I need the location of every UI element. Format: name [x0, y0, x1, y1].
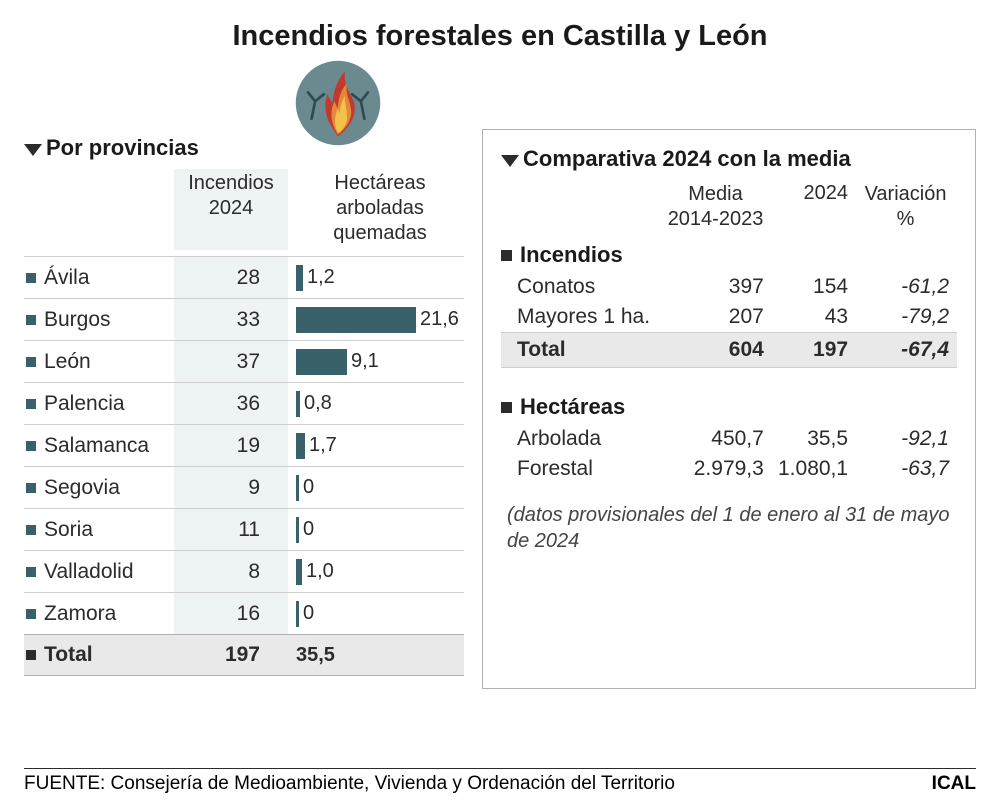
hectareas-value: 1,7 — [309, 434, 337, 457]
square-bullet-icon — [26, 273, 36, 283]
row-label: Forestal — [501, 457, 654, 481]
bar — [296, 433, 305, 459]
bar — [296, 601, 299, 627]
provinces-panel: Por provincias Incendios 2024 Hectáreas … — [24, 73, 464, 689]
hectareas-value: 0,8 — [304, 392, 332, 415]
table-row: Arbolada450,735,5-92,1 — [501, 424, 957, 454]
hectareas-value: 0 — [303, 602, 314, 625]
footer: FUENTE: Consejería de Medioambiente, Viv… — [24, 768, 976, 795]
triangle-down-icon — [501, 155, 519, 167]
source-text: FUENTE: Consejería de Medioambiente, Viv… — [24, 773, 675, 795]
hectareas-value: 0 — [303, 518, 314, 541]
bar — [296, 517, 299, 543]
province-name: Ávila — [44, 266, 90, 289]
provinces-column-header: Incendios 2024 Hectáreas arboladas quema… — [24, 169, 464, 256]
total-incendios: 197 — [174, 635, 288, 675]
comparison-panel: Comparativa 2024 con la media Media2014-… — [482, 129, 976, 689]
incendios-value: 19 — [174, 425, 288, 466]
provinces-heading: Por provincias — [24, 135, 464, 161]
row-label: Conatos — [501, 275, 654, 299]
square-bullet-icon — [26, 567, 36, 577]
province-name: Salamanca — [44, 434, 149, 457]
provisional-note: (datos provisionales del 1 de enero al 3… — [501, 502, 957, 554]
table-row: Zamora 16 0 — [24, 592, 464, 634]
square-bullet-icon — [26, 609, 36, 619]
table-row: Soria 11 0 — [24, 508, 464, 550]
province-name: Palencia — [44, 392, 125, 415]
table-row: Conatos397154-61,2 — [501, 272, 957, 302]
incendios-value: 28 — [174, 257, 288, 298]
group-incendios: Incendios — [501, 242, 957, 268]
total-hectareas: 35,5 — [296, 644, 335, 667]
hectareas-value: 1,2 — [307, 266, 335, 289]
table-row: Salamanca 19 1,7 — [24, 424, 464, 466]
table-row: Valladolid 8 1,0 — [24, 550, 464, 592]
media-value: 2.979,3 — [654, 457, 778, 481]
table-row: Palencia 36 0,8 — [24, 382, 464, 424]
comparison-heading: Comparativa 2024 con la media — [501, 146, 957, 172]
provinces-total-row: Total 197 35,5 — [24, 634, 464, 676]
table-row: Segovia 90 — [24, 466, 464, 508]
page-title: Incendios forestales en Castilla y León — [24, 20, 976, 53]
fire-icon — [294, 59, 382, 152]
square-bullet-icon — [501, 250, 512, 261]
row-label: Arbolada — [501, 427, 654, 451]
comparison-column-header: Media2014-2023 2024 Variación% — [501, 182, 957, 232]
incendios-value: 33 — [174, 299, 288, 340]
media-value: 207 — [654, 305, 778, 329]
credit-text: ICAL — [932, 773, 976, 795]
table-row: Forestal2.979,31.080,1-63,7 — [501, 454, 957, 484]
table-row: Burgos 33 21,6 — [24, 298, 464, 340]
bar — [296, 391, 300, 417]
square-bullet-icon — [26, 483, 36, 493]
province-name: Valladolid — [44, 560, 134, 583]
square-bullet-icon — [501, 402, 512, 413]
variation-value: -79,2 — [854, 305, 957, 329]
province-name: Segovia — [44, 476, 120, 499]
hectareas-value: 0 — [303, 476, 314, 499]
bar — [296, 265, 303, 291]
incendios-value: 37 — [174, 341, 288, 382]
variation-value: -63,7 — [854, 457, 957, 481]
total-label: Total — [44, 643, 93, 666]
incendios-value: 8 — [174, 551, 288, 592]
hectareas-value: 1,0 — [306, 560, 334, 583]
row-label: Mayores 1 ha. — [501, 305, 654, 329]
group-hectareas: Hectáreas — [501, 394, 957, 420]
incendios-value: 11 — [174, 509, 288, 550]
hectareas-value: 21,6 — [420, 308, 459, 331]
group-incendios-total: Total 604 197 -67,4 — [501, 332, 957, 368]
table-row: León 37 9,1 — [24, 340, 464, 382]
value-2024: 1.080,1 — [778, 457, 854, 481]
province-name: Burgos — [44, 308, 111, 331]
incendios-value: 16 — [174, 593, 288, 634]
province-name: Soria — [44, 518, 93, 541]
square-bullet-icon — [26, 357, 36, 367]
province-name: León — [44, 350, 91, 373]
province-name: Zamora — [44, 602, 116, 625]
square-bullet-icon — [26, 315, 36, 325]
square-bullet-icon — [26, 399, 36, 409]
variation-value: -92,1 — [854, 427, 957, 451]
value-2024: 154 — [778, 275, 854, 299]
bar — [296, 475, 299, 501]
square-bullet-icon — [26, 441, 36, 451]
value-2024: 43 — [778, 305, 854, 329]
variation-value: -61,2 — [854, 275, 957, 299]
square-bullet-icon — [26, 650, 36, 660]
bar — [296, 559, 302, 585]
incendios-value: 36 — [174, 383, 288, 424]
table-row: Mayores 1 ha.20743-79,2 — [501, 302, 957, 332]
table-row: Ávila 28 1,2 — [24, 256, 464, 298]
hectareas-value: 9,1 — [351, 350, 379, 373]
media-value: 397 — [654, 275, 778, 299]
bar — [296, 349, 347, 375]
value-2024: 35,5 — [778, 427, 854, 451]
triangle-down-icon — [24, 144, 42, 156]
incendios-value: 9 — [174, 467, 288, 508]
square-bullet-icon — [26, 525, 36, 535]
media-value: 450,7 — [654, 427, 778, 451]
bar — [296, 307, 416, 333]
